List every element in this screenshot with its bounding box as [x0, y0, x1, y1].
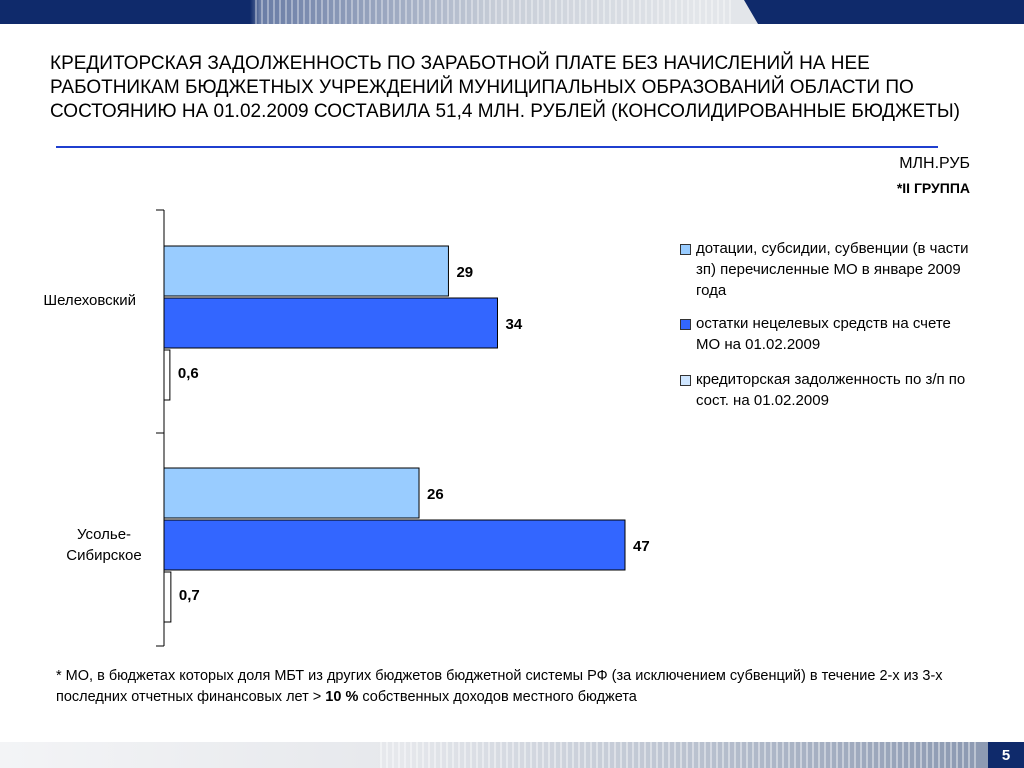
legend-label: кредиторская задолженность по з/п по сос…	[696, 371, 966, 409]
legend-swatch	[680, 319, 691, 330]
legend-item: остатки нецелевых средств на счете МО на…	[678, 313, 978, 355]
chart-plot-area: Шелеховский 29 34 0,6 Усолье-Сибирское 26 47 0,…	[43, 209, 650, 647]
data-label: 47	[633, 538, 650, 555]
data-label: 29	[456, 264, 473, 281]
chart-legend: дотации, субсидии, субвенции (в части зп…	[678, 238, 978, 423]
category-label: Усолье-Сибирское	[66, 526, 141, 564]
data-label: 34	[505, 316, 522, 333]
legend-label: остатки нецелевых средств на счете МО на…	[696, 315, 951, 353]
bar	[163, 571, 172, 623]
bar	[163, 245, 449, 297]
group-label: *II ГРУППА	[896, 180, 970, 196]
bar	[163, 519, 626, 571]
data-label: 26	[427, 486, 444, 503]
top-decorative-band	[0, 0, 1024, 24]
unit-label: МЛН.РУБ	[899, 155, 970, 172]
footnote: * МО, в бюджетах которых доля МБТ из дру…	[56, 666, 986, 708]
category-label: Шелеховский	[43, 292, 136, 309]
legend-swatch	[680, 244, 691, 255]
data-label: 0,6	[178, 365, 199, 382]
page-number: 5	[988, 742, 1024, 768]
page-title: Кредиторская задолженность по заработной…	[50, 53, 961, 122]
bar	[163, 297, 498, 349]
bottom-band-stripes	[380, 742, 980, 768]
top-band-right-block	[744, 0, 1024, 24]
footnote-text-before: * МО, в бюджетах которых доля МБТ из дру…	[56, 668, 943, 705]
legend-item: кредиторская задолженность по з/п по сос…	[678, 369, 978, 411]
bar	[163, 349, 171, 401]
title-underline	[56, 146, 938, 148]
bar	[163, 467, 420, 519]
footnote-bold: 10 %	[325, 689, 359, 705]
top-band-stripes	[255, 0, 735, 24]
legend-item: дотации, субсидии, субвенции (в части зп…	[678, 238, 978, 301]
data-label: 0,7	[179, 587, 200, 604]
bottom-decorative-band	[0, 742, 1024, 768]
legend-label: дотации, субсидии, субвенции (в части зп…	[696, 240, 969, 299]
legend-swatch	[680, 375, 691, 386]
footnote-text-after: собственных доходов местного бюджета	[358, 689, 637, 705]
